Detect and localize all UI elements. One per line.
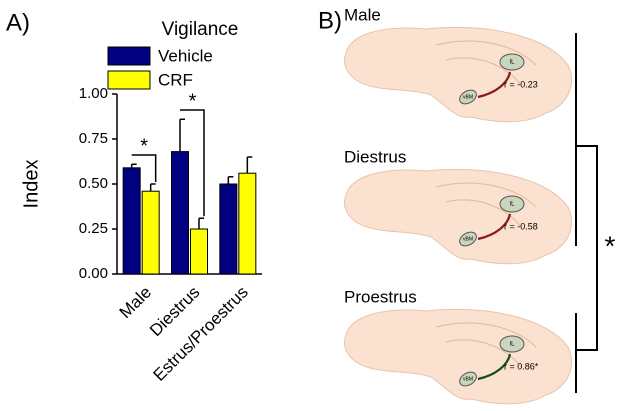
error-bar	[198, 217, 204, 229]
error-bar	[149, 183, 156, 192]
legend-label: Vehicle	[158, 46, 213, 65]
error-bar	[246, 156, 253, 174]
region-il-label: IL	[509, 202, 515, 208]
error-bar	[130, 163, 137, 168]
connection-arrow	[477, 213, 512, 241]
connection-arrow	[477, 353, 512, 381]
correlation-label: r = -0.23	[504, 79, 538, 89]
region-il	[499, 335, 525, 353]
bar	[190, 228, 208, 275]
significance-star: *	[140, 135, 148, 157]
bar	[171, 151, 189, 275]
y-tick-label: 0.25	[79, 220, 108, 237]
region-il-label: IL	[509, 342, 515, 348]
bar	[219, 183, 238, 275]
y-tick-label: 0.00	[79, 265, 108, 282]
bar	[238, 172, 257, 275]
x-tick-label: Male	[116, 283, 155, 322]
significance-star: *	[605, 230, 616, 261]
region-vbm	[459, 371, 477, 387]
y-tick-label: 1.00	[79, 85, 108, 102]
panel-label: B)	[318, 7, 342, 34]
region-vbm	[459, 89, 477, 105]
correlation-label: r = 0.86*	[504, 361, 539, 371]
y-tick-label: 0.75	[79, 130, 108, 147]
brain-title: Diestrus	[344, 147, 406, 166]
connection-arrow	[477, 71, 512, 99]
bar	[122, 167, 141, 275]
region-vbm-label: vBM	[463, 236, 473, 242]
panel-label: A)	[6, 9, 30, 36]
region-vbm-label: vBM	[463, 94, 473, 100]
error-bar	[179, 118, 185, 152]
correlation-label: r = -0.58	[504, 221, 538, 231]
legend-swatch	[107, 46, 151, 66]
significance-star: *	[189, 90, 197, 112]
brain-contour	[435, 40, 537, 86]
brain-contour	[435, 322, 537, 368]
region-vbm	[459, 231, 477, 247]
significance-bracket	[180, 109, 205, 217]
region-vbm-label: vBM	[463, 376, 473, 382]
bar	[141, 190, 160, 275]
y-axis-label: Index	[20, 160, 42, 209]
chart-title: Vigilance	[162, 19, 239, 40]
brain-contour	[435, 182, 537, 228]
brain-title: Proestrus	[344, 287, 417, 306]
y-tick-label: 0.50	[79, 175, 108, 192]
region-il-label: IL	[509, 60, 515, 66]
error-bar	[227, 176, 234, 184]
significance-bracket	[131, 154, 157, 182]
region-il	[499, 53, 525, 71]
legend-swatch	[107, 70, 151, 90]
region-il	[499, 195, 525, 213]
legend-label: CRF	[158, 70, 193, 89]
brain-title: Male	[344, 5, 381, 24]
significance-bracket	[575, 33, 598, 393]
